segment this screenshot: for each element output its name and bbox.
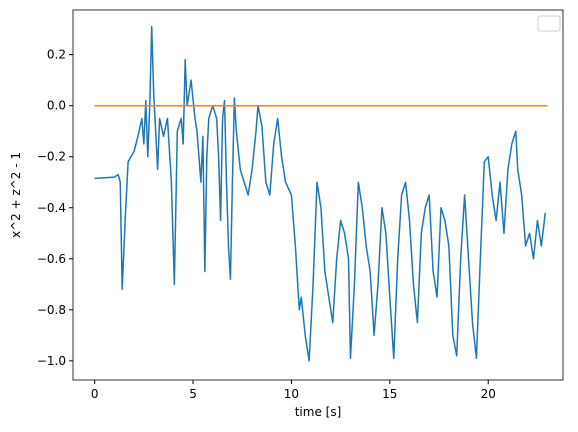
x-axis-label: time [s] (295, 405, 342, 419)
x-tick-label: 10 (284, 387, 299, 401)
y-tick-label: −0.6 (37, 252, 66, 266)
y-axis-label: x^2 + z^2 - 1 (9, 152, 23, 238)
y-tick-label: 0.2 (47, 48, 66, 62)
x-tick-label: 5 (189, 387, 197, 401)
y-tick-label: 0.0 (47, 99, 66, 113)
x-tick-label: 15 (382, 387, 397, 401)
data-line (94, 25, 547, 362)
x-tick-label: 0 (91, 387, 99, 401)
legend (537, 15, 561, 32)
y-tick-label: −0.4 (37, 201, 66, 215)
plot-frame (72, 9, 564, 381)
y-tick-label: −0.8 (37, 303, 66, 317)
y-tick-label: −1.0 (37, 354, 66, 368)
y-tick-label: −0.2 (37, 150, 66, 164)
x-tick-label: 20 (481, 387, 496, 401)
